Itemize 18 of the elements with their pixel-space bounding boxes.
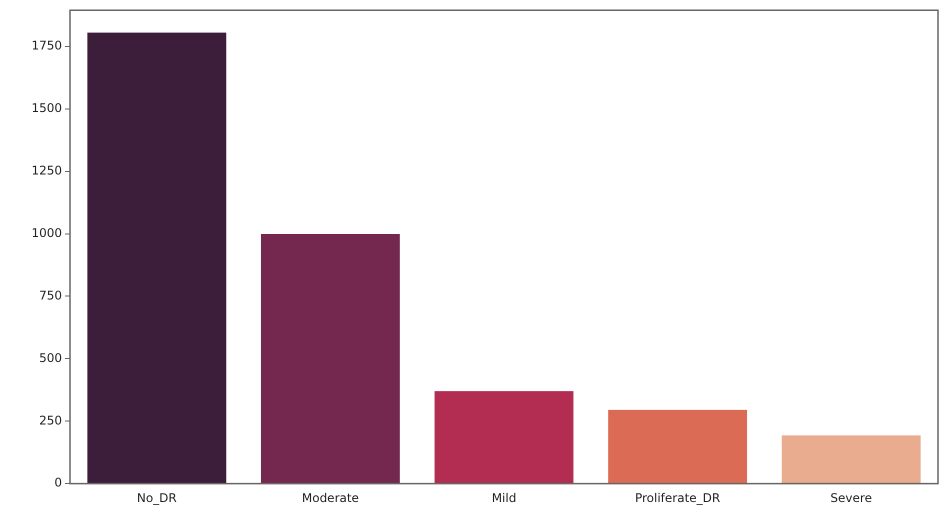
bar [260, 234, 400, 484]
bar [782, 435, 921, 484]
y-tick-label: 1750 [31, 38, 62, 53]
bar [87, 32, 226, 484]
bar [608, 410, 748, 484]
y-tick-label: 1250 [31, 163, 62, 178]
y-tick-label: 1500 [31, 101, 62, 115]
y-tick-label: 250 [39, 413, 62, 428]
y-tick-label: 0 [54, 476, 62, 490]
x-tick-label: Mild [492, 490, 516, 505]
x-tick-label: Moderate [302, 490, 359, 505]
x-tick-label: Severe [830, 490, 872, 505]
y-tick-label: 750 [39, 288, 62, 302]
x-tick-label: No_DR [136, 490, 177, 505]
y-tick-label: 1000 [31, 226, 62, 240]
x-tick-label: Proliferate_DR [634, 490, 720, 505]
bar [434, 391, 574, 484]
y-tick-label: 500 [39, 350, 62, 365]
